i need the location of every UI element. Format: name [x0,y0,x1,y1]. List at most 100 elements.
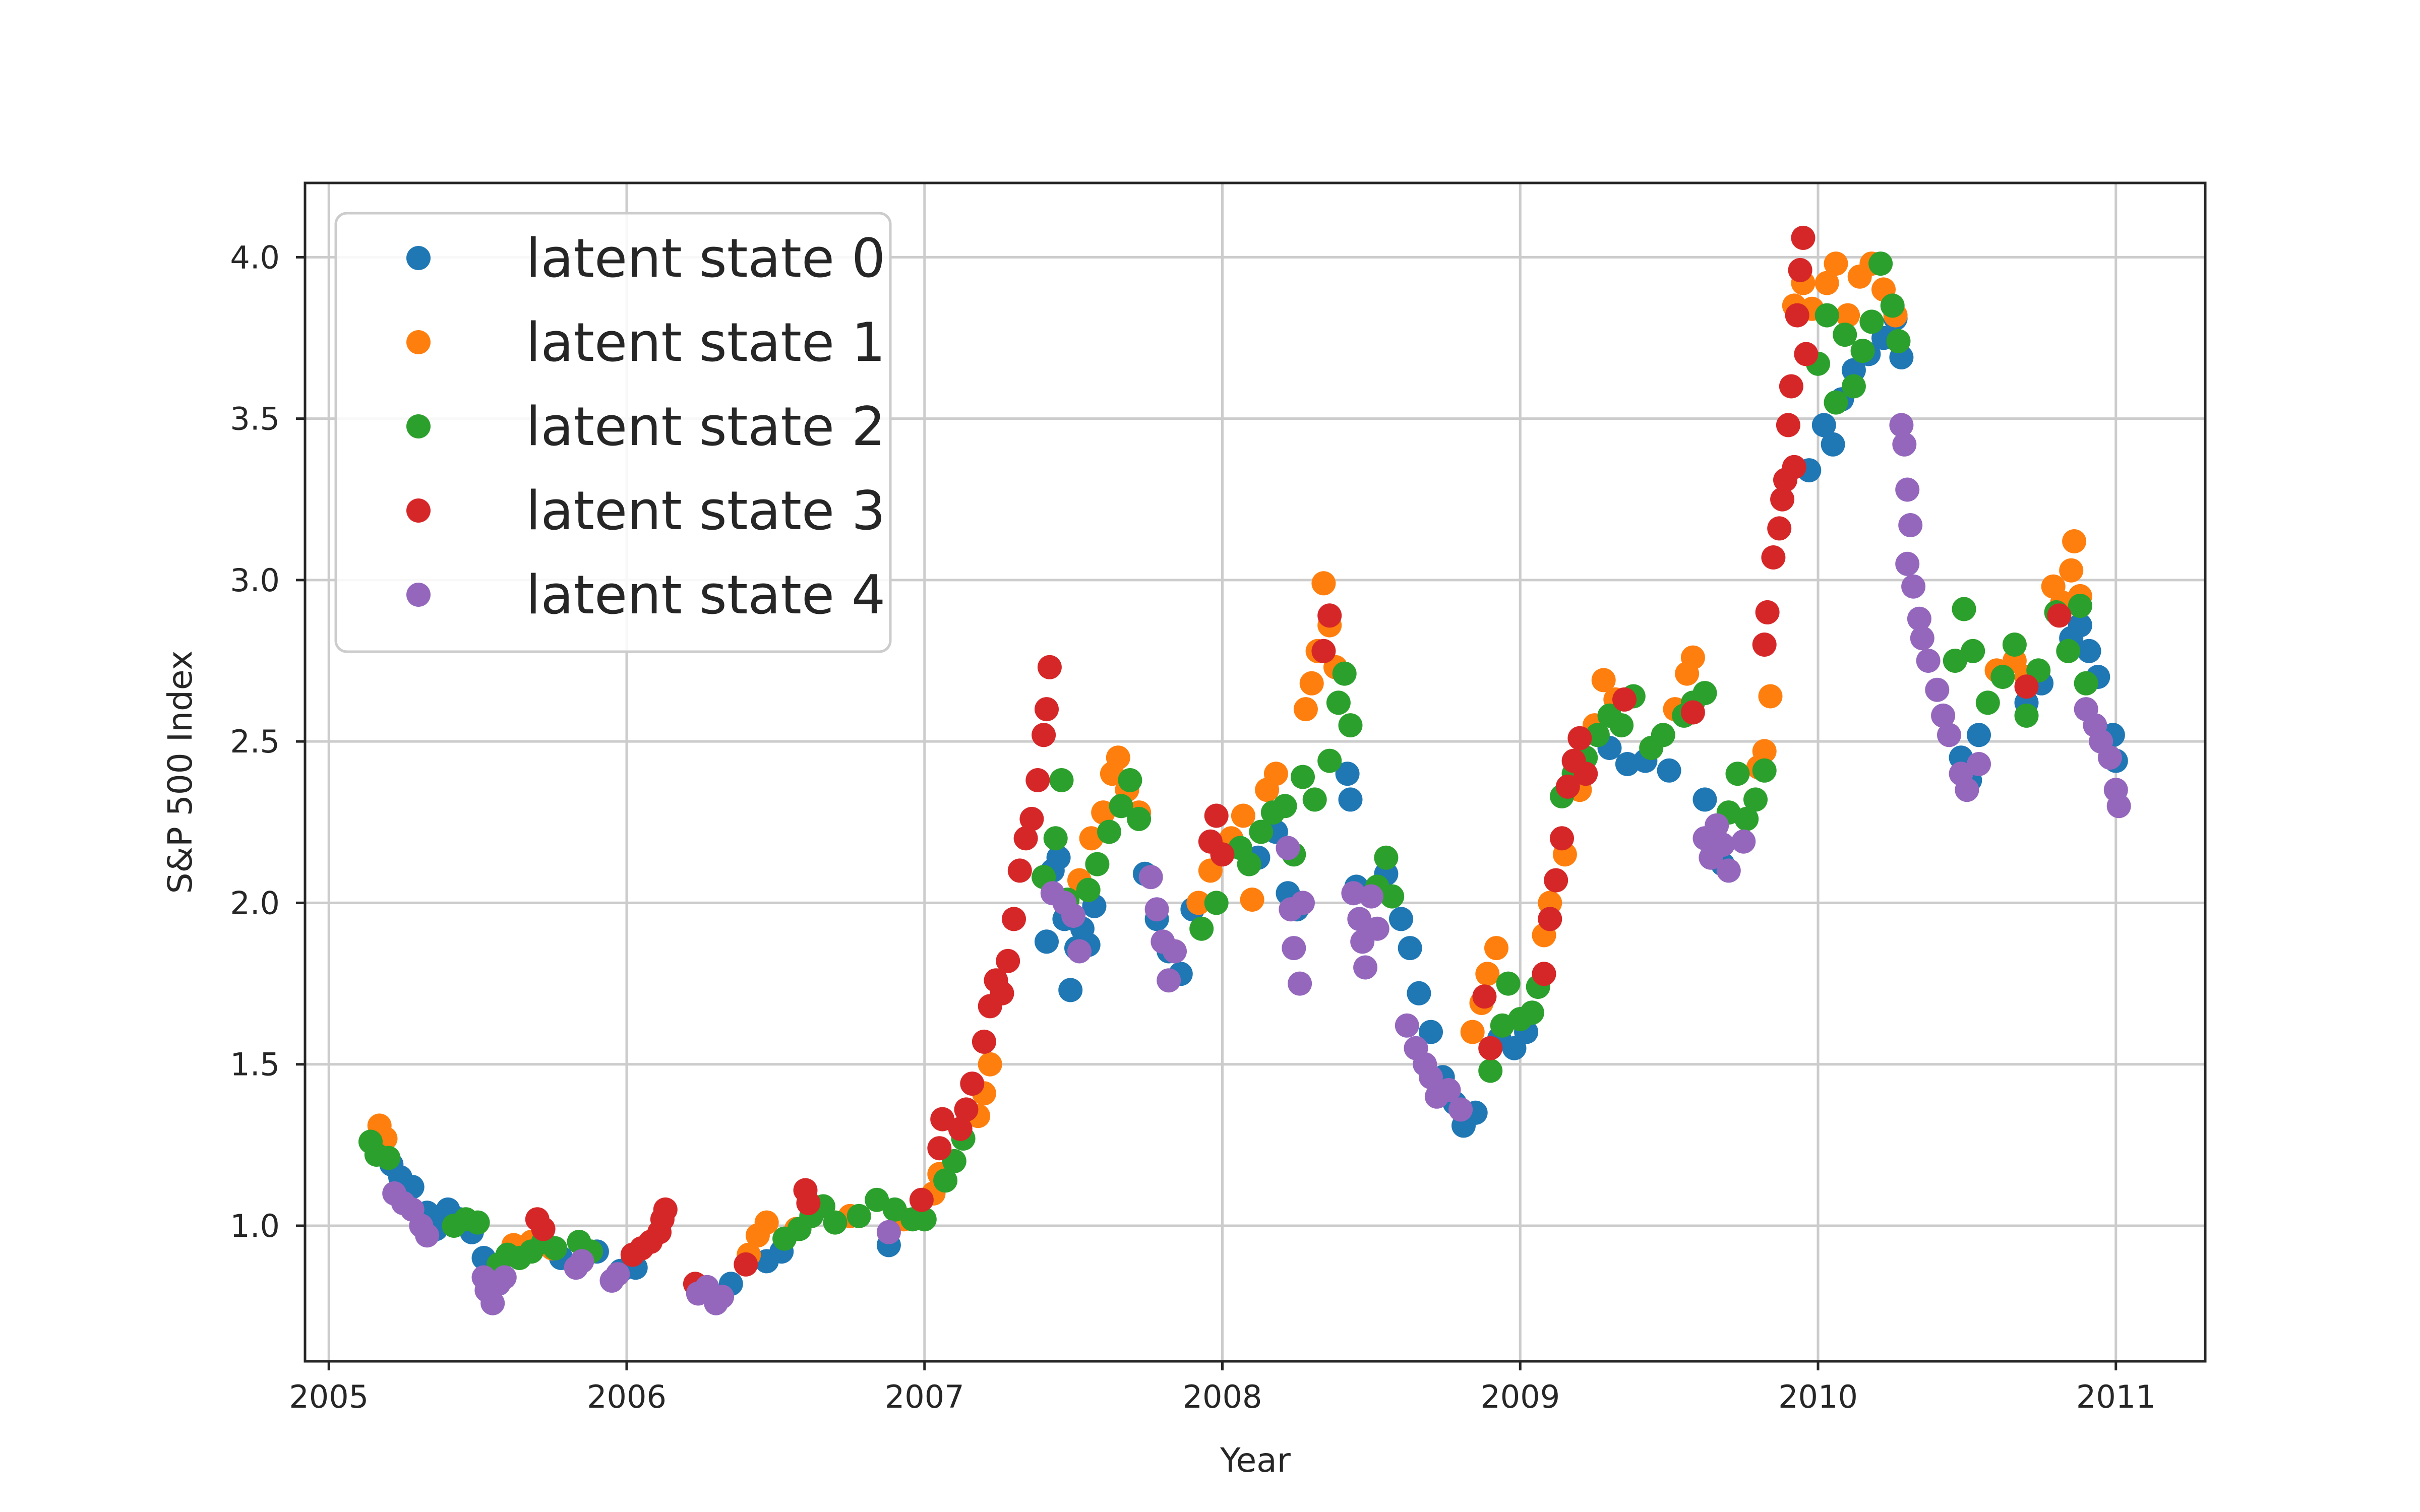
data-point [1889,413,1914,437]
data-point [1335,762,1360,786]
legend-box [334,212,892,653]
x-tick-label: 2010 [1778,1378,1858,1415]
data-point [1680,700,1705,725]
data-point [1263,762,1288,786]
data-point [1811,413,1836,437]
data-point [1317,603,1342,628]
data-point [1910,626,1934,651]
data-point [1157,968,1181,993]
data-point [1779,374,1803,399]
data-point [882,1197,907,1222]
data-point [1189,916,1214,941]
data-point [1824,251,1848,276]
data-point [1204,803,1229,828]
data-point [1037,655,1062,679]
data-point [972,1029,996,1054]
data-point [1776,413,1800,437]
data-point [1752,633,1777,657]
data-point [1895,551,1920,576]
data-point [606,1262,630,1287]
data-point [1204,891,1229,915]
data-point [1311,571,1336,596]
data-point [954,1097,979,1122]
data-point [1609,713,1634,738]
data-point [1085,852,1110,876]
data-point [1002,907,1026,931]
data-point [570,1249,594,1274]
data-point [1317,748,1342,773]
data-point [1237,852,1261,876]
legend-marker [406,414,431,438]
data-point [1186,891,1211,915]
data-point [1338,787,1363,812]
data-point [1359,884,1383,909]
y-tick-label: 4.0 [230,239,280,276]
data-point [1109,794,1133,818]
data-point [1755,600,1780,624]
data-point [734,1252,758,1277]
data-point [1859,309,1884,334]
data-point [1734,806,1759,831]
data-point [1612,687,1637,712]
y-axis-label: S&P 500 Index [161,651,200,894]
data-point [1990,665,2015,689]
data-point [1585,723,1610,747]
data-point [823,1210,848,1235]
data-point [1299,671,1324,696]
data-point [1106,745,1130,770]
data-point [1013,826,1038,851]
data-point [960,1072,985,1096]
data-point [1282,936,1306,961]
data-point [846,1204,871,1228]
legend-item: latent state 3 [406,480,885,542]
data-point [415,1223,440,1248]
data-point [1291,765,1315,789]
data-point [933,1168,958,1193]
data-point [1019,806,1044,831]
data-point [1821,432,1845,457]
legend-item: latent state 4 [406,564,885,626]
data-point [465,1210,490,1235]
data-point [2014,703,2039,728]
data-point [1374,845,1399,870]
data-point [1955,778,1979,802]
data-point [1118,768,1142,792]
data-point [1814,271,1839,295]
data-point [1436,1078,1461,1102]
data-point [1520,1000,1544,1025]
data-point [1782,455,1806,479]
data-point [1389,907,1413,931]
data-point [1657,758,1681,783]
data-point [1138,865,1163,890]
data-point [1898,513,1923,537]
data-point [2062,529,2087,553]
data-point [1163,939,1187,964]
data-point [1302,787,1327,812]
data-point [1907,606,1931,631]
data-point [1758,684,1783,709]
data-point [376,1146,401,1170]
data-point [1916,649,1941,673]
data-point [1791,225,1816,250]
legend-marker [406,330,431,354]
y-tick-label: 1.0 [230,1208,280,1244]
data-point [1007,858,1032,883]
data-point [1615,752,1640,776]
y-tick-label: 2.5 [230,723,280,760]
data-point [1868,251,1893,276]
legend-label: latent state 1 [526,311,885,373]
data-point [1952,597,1976,621]
x-tick-label: 2006 [587,1378,667,1415]
series-latent-state-4 [382,413,2131,1315]
data-point [1025,768,1050,792]
data-point [1555,774,1580,799]
data-point [1567,726,1592,750]
data-point [1365,916,1389,941]
data-point [1061,904,1086,928]
data-point [2047,603,2072,628]
data-point [1716,858,1741,883]
data-point [1484,936,1508,961]
x-tick-label: 2007 [885,1378,964,1415]
data-point [2059,558,2084,583]
data-point [1043,826,1068,851]
